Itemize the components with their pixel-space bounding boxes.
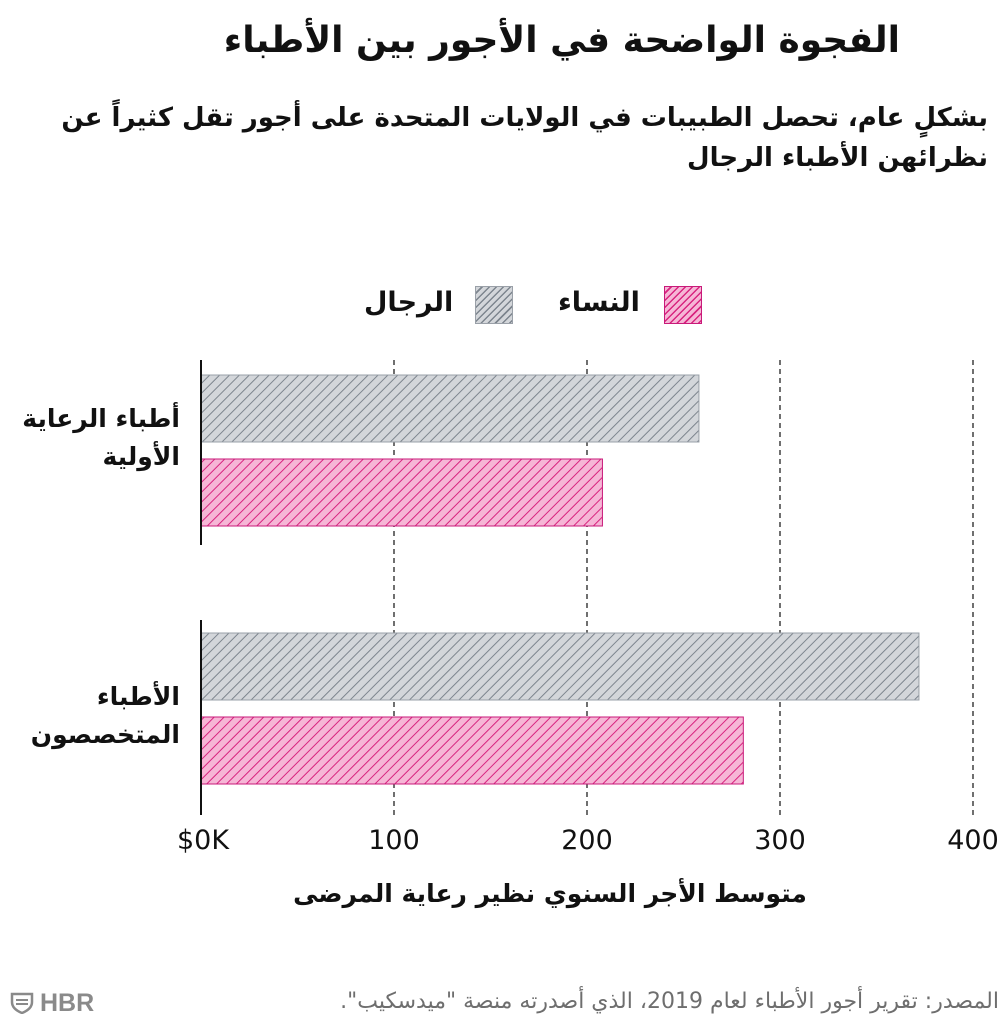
hbr-shield-icon [10, 992, 34, 1014]
legend-label-women: النساء [558, 287, 640, 318]
category-label-primary-care: أطباء الرعاية الأولية [22, 404, 180, 471]
legend-label-men: الرجال [364, 287, 454, 318]
x-tick-label: 100 [368, 825, 420, 856]
chart-title: الفجوة الواضحة في الأجور بين الأطباء [223, 20, 900, 61]
source-note: المصدر: تقرير أجور الأطباء لعام 2019، ال… [340, 989, 999, 1014]
bar-men [200, 632, 920, 701]
x-tick-label: 400 [947, 825, 999, 856]
hbr-logo-text: HBR [40, 988, 95, 1017]
x-tick-label: 200 [561, 825, 613, 856]
chart-subtitle: بشكلٍ عام، تحصل الطبيبات في الولايات الم… [61, 103, 988, 173]
legend-swatch-men [475, 286, 513, 324]
bar-women [200, 458, 603, 527]
hbr-logo: HBR [10, 988, 94, 1018]
bar-women [200, 716, 744, 785]
x-axis-label: متوسط الأجر السنوي نظير رعاية المرضى [293, 879, 807, 908]
category-label-specialists: الأطباء المتخصصون [30, 682, 180, 749]
x-tick-label: 300 [754, 825, 806, 856]
x-tick-label: $0K [176, 825, 230, 856]
legend-swatch-women [664, 286, 702, 324]
bar-men [200, 374, 700, 443]
